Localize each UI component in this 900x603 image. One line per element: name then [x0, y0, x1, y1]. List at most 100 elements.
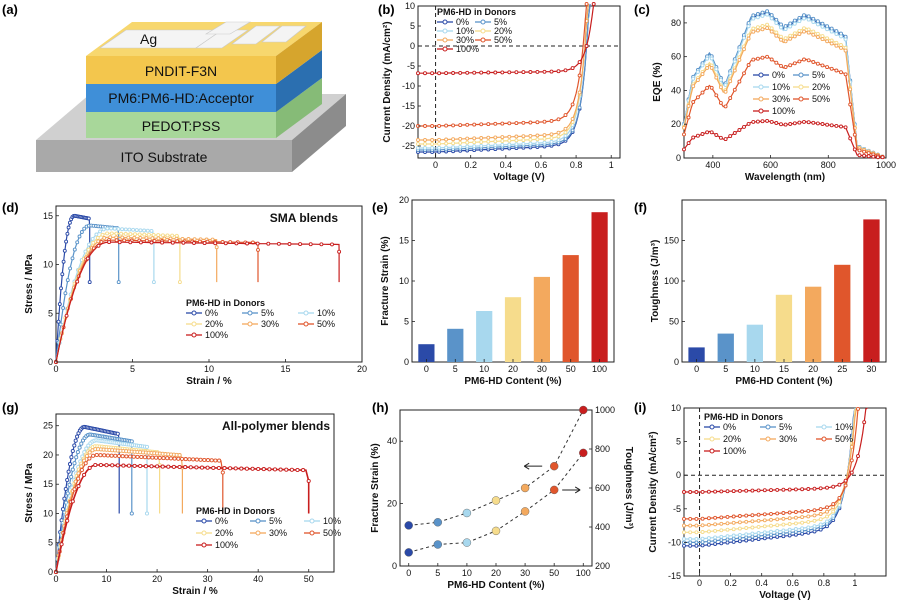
d-series-20%-marker	[142, 232, 147, 237]
d-series-5%-marker	[79, 230, 84, 234]
h-fs-point-10	[462, 508, 472, 518]
i-series-20%-marker	[812, 518, 817, 523]
ag-bar-2	[231, 25, 281, 45]
c-series-10%-marker	[806, 17, 811, 22]
f-bar-10	[746, 324, 763, 362]
f-xtick-label: 20	[808, 364, 818, 374]
g-series-5%-marker	[69, 474, 74, 479]
d-series-5%-marker	[61, 306, 66, 310]
c-series-30%-marker	[774, 33, 779, 38]
chart-e: 0 5 10 20 30 50 100 0 5 10 15 20 PM6-HD Content (%) F…	[380, 195, 615, 387]
g-series-50%-marker	[94, 452, 99, 458]
panel-label-e: (e)	[372, 200, 388, 215]
d-legend-marker	[191, 321, 197, 327]
b-series-30%-marker	[535, 133, 540, 138]
i-series-20%-marker	[694, 530, 699, 535]
g-legend-marker	[255, 518, 261, 524]
i-series-0%-marker	[719, 541, 724, 546]
d-series-30%-marker	[186, 237, 191, 241]
c-series-50%-marker	[709, 85, 714, 90]
c-series-5%-marker	[802, 13, 806, 18]
h-plot-frame	[399, 409, 593, 567]
c-series-5%-marker	[783, 24, 788, 29]
d-series-0%-marker	[60, 272, 65, 277]
e-ytick-label: 20	[399, 195, 409, 205]
h-tg-point-5	[433, 540, 442, 549]
d-series-20%-marker	[146, 232, 151, 237]
d-series-10%-marker	[123, 227, 128, 232]
i-series-30%-marker	[744, 519, 749, 524]
layer-active: PM6:PM6-HD:Acceptor	[108, 90, 254, 106]
c-series-10%-marker	[769, 16, 774, 21]
c-series-50%-marker	[765, 54, 770, 59]
c-series-100%-marker	[700, 132, 705, 136]
c-series-50%-marker	[792, 61, 797, 66]
d-series-10%-marker	[142, 228, 147, 233]
d-xtick-label: 0	[53, 364, 58, 374]
i-ytick-label: -10	[668, 537, 681, 547]
b-series-50%-marker	[451, 123, 456, 128]
d-series-10%-marker	[109, 226, 114, 231]
e-xtick-label: 100	[592, 364, 607, 374]
b-series-100%-marker	[423, 71, 427, 76]
g-series-5%-marker	[70, 467, 75, 472]
c-series-30%-marker	[848, 87, 853, 92]
chart-c: 400 600 800 1000 0 20 40 60 80 Wavelength (nm) EQE…	[652, 5, 896, 183]
c-series-100%-marker	[760, 119, 765, 124]
i-series-0%-marker	[682, 543, 686, 548]
h-ylabel-right: Toughness (J/m³)	[623, 447, 634, 530]
c-series-10%-marker	[705, 56, 710, 61]
b-series-100%-marker	[416, 71, 420, 76]
i-ytick-label: -5	[673, 504, 681, 514]
f-ytick-label: 100	[664, 276, 679, 286]
c-series-100%-marker	[806, 120, 811, 125]
c-series-30%-marker	[700, 72, 705, 77]
e-xlabel: PM6-HD Content (%)	[464, 376, 561, 387]
i-legend-marker	[709, 448, 715, 454]
i-series-100%-marker	[825, 485, 829, 490]
i-series-30%	[684, 407, 858, 527]
g-series-0%-marker	[75, 434, 80, 439]
c-series-50%-marker	[705, 85, 710, 90]
b-series-100%-marker	[444, 71, 449, 76]
i-series-5%-marker	[719, 538, 724, 542]
c-series-100%-marker	[709, 130, 714, 135]
i-series-0%-marker	[706, 542, 711, 547]
c-series-100%-marker	[746, 121, 751, 126]
d-legend-label: 50%	[317, 319, 335, 329]
g-series-100%-marker	[160, 464, 165, 469]
b-series-20%-marker	[444, 141, 449, 146]
b-series-10%-marker	[549, 139, 554, 144]
c-series-10%-marker	[829, 29, 834, 34]
c-series-50%-marker	[695, 95, 700, 100]
b-ytick-label: -15	[402, 101, 415, 111]
c-series-10%-marker	[695, 70, 700, 74]
b-legend-marker	[480, 37, 486, 43]
f-xtick-label: 10	[750, 364, 760, 374]
b-series-30%-marker	[451, 137, 456, 142]
b-series-30%-marker	[577, 90, 582, 95]
i-series-20%-marker	[744, 526, 749, 530]
d-series-5%-marker	[70, 256, 75, 261]
b-series-100%-marker	[458, 70, 463, 75]
g-series-50%-marker	[209, 458, 214, 463]
layer-ito: ITO Substrate	[121, 149, 208, 165]
c-legend-marker	[758, 84, 764, 90]
d-series-100%-marker	[96, 243, 101, 248]
d-series-10%-marker	[149, 228, 154, 233]
d-legend-title: PM6-HD in Donors	[186, 298, 265, 308]
b-series-100%-marker	[507, 70, 512, 75]
g-series-100%-marker	[211, 465, 216, 470]
c-series-10%-marker	[760, 13, 765, 18]
c-series-50%-marker	[746, 63, 751, 67]
d-legend-label: 100%	[205, 330, 228, 340]
g-series-50%-marker	[179, 456, 185, 461]
h-fs-point-20	[491, 496, 501, 505]
d-series-5%-marker	[75, 240, 80, 245]
i-legend-label: 50%	[835, 434, 853, 444]
c-series-5%-marker	[769, 13, 774, 18]
c-series-100%-marker	[792, 121, 797, 126]
b-series-20%-marker	[507, 138, 512, 143]
d-series-0%-marker	[57, 302, 62, 307]
b-plot-frame	[417, 5, 621, 159]
